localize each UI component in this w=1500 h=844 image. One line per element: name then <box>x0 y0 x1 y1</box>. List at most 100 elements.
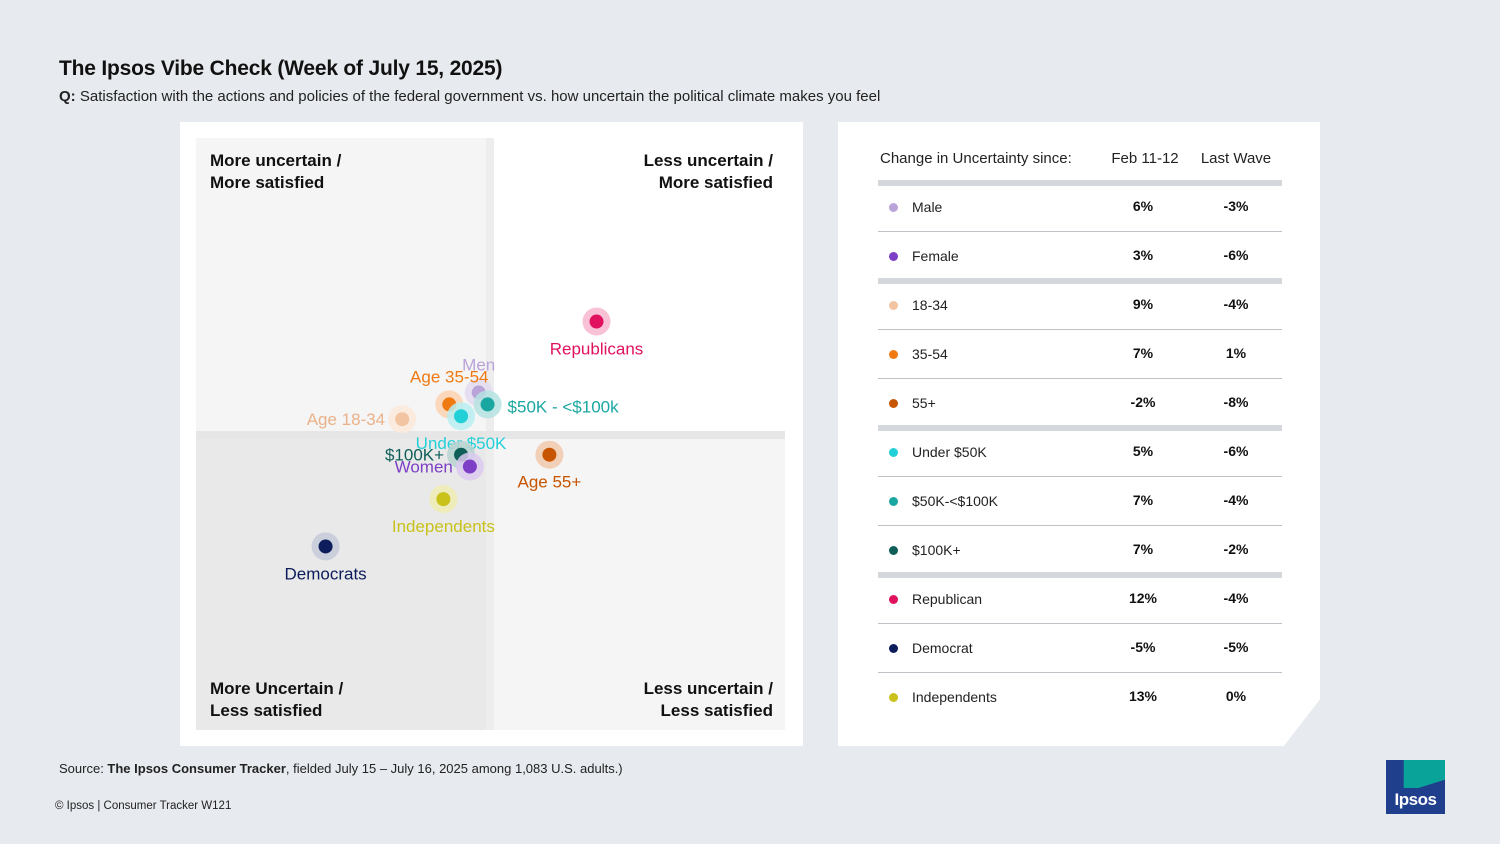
table-row: Male 6% -3% <box>878 184 1282 232</box>
data-point <box>454 409 469 424</box>
table-header-label: Change in Uncertainty since: <box>880 150 1072 167</box>
table-row: Under $50K 5% -6% <box>878 429 1282 477</box>
data-point-label: Age 55+ <box>517 473 581 492</box>
row-value-last-wave: 1% <box>1225 345 1247 361</box>
row-value-last-wave: 0% <box>1225 688 1247 704</box>
data-point <box>462 459 477 474</box>
quad-bl-line1: More Uncertain / <box>210 679 344 698</box>
table-row: Republican 12% -4% <box>878 576 1282 624</box>
table-row-rule <box>878 329 1282 330</box>
data-point-group: $100K+ <box>385 440 476 469</box>
row-value-last-wave: -6% <box>1223 443 1249 459</box>
data-point <box>395 412 410 427</box>
row-color-dot <box>889 497 898 506</box>
row-value-last-wave: -2% <box>1223 541 1249 557</box>
table-group-rule <box>878 572 1282 578</box>
table-row-rule <box>878 378 1282 379</box>
table-top-rule <box>878 180 1282 186</box>
table-row: $50K-<$100K 7% -4% <box>878 478 1282 526</box>
row-label: Female <box>912 248 959 264</box>
quad-tl-line2: More satisfied <box>210 173 325 192</box>
row-label: 35-54 <box>912 346 948 362</box>
row-label: Male <box>912 199 943 215</box>
row-value-feb: 6% <box>1132 198 1154 214</box>
row-value-last-wave: -8% <box>1223 394 1249 410</box>
table-row: Independents 13% 0% <box>878 674 1282 722</box>
data-point-group: Independents <box>392 485 495 536</box>
quadrant-top-left-bg <box>196 138 494 438</box>
table-row-rule <box>878 525 1282 526</box>
row-color-dot <box>889 203 898 212</box>
table-header-col2: Last Wave <box>1200 150 1272 167</box>
quad-tr-line1: Less uncertain / <box>643 151 773 170</box>
row-color-dot <box>889 399 898 408</box>
row-color-dot <box>889 644 898 653</box>
row-color-dot <box>889 595 898 604</box>
source-note: Source: The Ipsos Consumer Tracker, fiel… <box>59 761 623 776</box>
data-point <box>542 447 557 462</box>
row-color-dot <box>889 546 898 555</box>
table-row: Democrat -5% -5% <box>878 625 1282 673</box>
question-text: Q: Satisfaction with the actions and pol… <box>59 88 880 105</box>
row-color-dot <box>889 252 898 261</box>
data-point-group: Women <box>395 452 484 481</box>
quadrant-label-bottom-left: More Uncertain / Less satisfied <box>210 678 343 722</box>
row-value-last-wave: -4% <box>1223 492 1249 508</box>
data-point-label: Independents <box>392 517 495 536</box>
row-value-last-wave: -6% <box>1223 247 1249 263</box>
row-value-feb: 7% <box>1132 541 1154 557</box>
table-row: Female 3% -6% <box>878 233 1282 281</box>
data-point-group: $50K - <$100k <box>473 390 620 419</box>
table-row: 35-54 7% 1% <box>878 331 1282 379</box>
question-prefix: Q: <box>59 88 76 105</box>
quadrant-label-top-left: More uncertain / More satisfied <box>210 150 341 194</box>
page-title: The Ipsos Vibe Check (Week of July 15, 2… <box>59 57 503 80</box>
data-point-group: Republicans <box>550 307 644 359</box>
quad-tr-line2: More satisfied <box>658 173 773 192</box>
row-color-dot <box>889 693 898 702</box>
row-value-last-wave: -4% <box>1223 590 1249 606</box>
data-point <box>480 397 495 412</box>
data-point <box>589 314 604 329</box>
data-point <box>436 492 451 507</box>
quad-bl-line2: Less satisfied <box>210 701 323 720</box>
quadrant-chart-card: Republicans Men $50K - <$100k Age 35-54 Unde… <box>180 122 803 746</box>
table-group-rule <box>878 425 1282 431</box>
source-details: , fielded July 15 – July 16, 2025 among … <box>285 761 623 776</box>
row-value-feb: 7% <box>1132 345 1154 361</box>
row-value-feb: 7% <box>1132 492 1154 508</box>
row-value-feb: 3% <box>1132 247 1154 263</box>
data-point-group: Age 18-34 <box>307 405 417 434</box>
table-row: 55+ -2% -8% <box>878 380 1282 428</box>
data-point-label: Men <box>462 356 495 375</box>
question-body: Satisfaction with the actions and polici… <box>79 88 881 105</box>
quadrant-top-right-bg <box>494 138 785 431</box>
row-value-feb: 12% <box>1128 590 1158 606</box>
row-color-dot <box>889 350 898 359</box>
data-point-label: Democrats <box>284 564 366 583</box>
horizontal-divider <box>196 431 785 439</box>
row-value-feb: 13% <box>1128 688 1158 704</box>
data-point-label: Women <box>395 458 453 477</box>
data-point-label: Republicans <box>550 340 644 359</box>
quadrant-label-top-right: Less uncertain / More satisfied <box>644 150 773 194</box>
data-point-label: $100K+ <box>385 446 444 465</box>
table-group-rule <box>878 278 1282 284</box>
ipsos-logo: Ipsos <box>1386 760 1445 814</box>
data-point-label: $50K - <$100k <box>508 397 620 416</box>
data-point-group: Age 35-54 <box>410 367 488 419</box>
data-point-label: Age 18-34 <box>307 410 385 429</box>
table-header-col1: Feb 11-12 <box>1111 150 1179 167</box>
row-label: 55+ <box>912 395 936 411</box>
logo-text: Ipsos <box>1394 790 1437 809</box>
data-point-group: Age 55+ <box>517 440 581 492</box>
quadrant-label-bottom-right: Less uncertain / Less satisfied <box>644 678 773 722</box>
quad-br-line2: Less satisfied <box>660 701 773 720</box>
table-row-rule <box>878 231 1282 232</box>
table-row-rule <box>878 476 1282 477</box>
table-row: $100K+ 7% -2% <box>878 527 1282 575</box>
source-name: The Ipsos Consumer Tracker <box>107 761 286 776</box>
row-label: Independents <box>912 689 997 705</box>
